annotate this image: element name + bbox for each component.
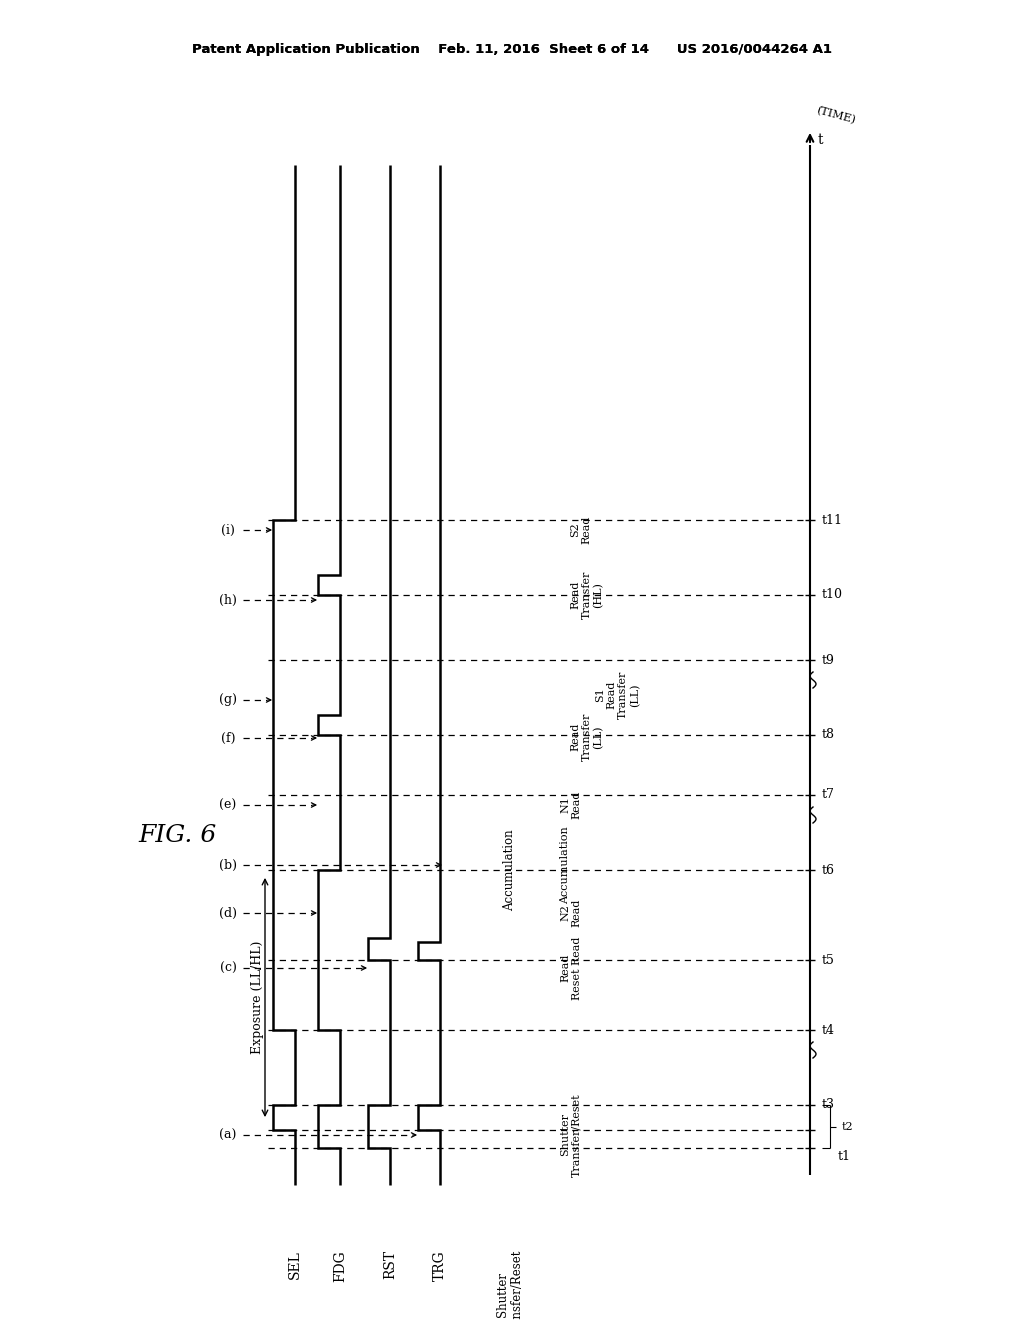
Text: t7: t7 xyxy=(822,788,835,801)
Text: FDG: FDG xyxy=(333,1250,347,1282)
Text: Read
Transfer
(HL): Read Transfer (HL) xyxy=(570,570,603,619)
Text: (a): (a) xyxy=(219,1129,237,1142)
Text: Accumulation: Accumulation xyxy=(560,826,570,904)
Text: t: t xyxy=(818,133,823,147)
Text: Shutter
Transfer/Reset: Shutter Transfer/Reset xyxy=(560,1093,582,1177)
Text: S2
Read: S2 Read xyxy=(570,516,592,544)
Text: (g): (g) xyxy=(219,693,237,706)
Text: RST: RST xyxy=(383,1250,397,1279)
Text: Read
Reset Read: Read Reset Read xyxy=(560,936,582,999)
Text: t4: t4 xyxy=(822,1023,835,1036)
Text: t10: t10 xyxy=(822,589,843,602)
Text: TRG: TRG xyxy=(433,1250,447,1280)
Text: t8: t8 xyxy=(822,729,835,742)
Text: (d): (d) xyxy=(219,907,237,920)
Text: (b): (b) xyxy=(219,858,237,871)
Text: Patent Application Publication    Feb. 11, 2016  Sheet 6 of 14      US 2016/0044: Patent Application Publication Feb. 11, … xyxy=(193,44,831,57)
Text: Read
Transfer
(LL): Read Transfer (LL) xyxy=(570,713,603,762)
Text: Shutter
Transfer/Reset: Shutter Transfer/Reset xyxy=(496,1250,524,1320)
Text: t3: t3 xyxy=(822,1098,835,1111)
Text: (e): (e) xyxy=(219,799,237,812)
Text: t5: t5 xyxy=(822,953,835,966)
Text: FIG. 6: FIG. 6 xyxy=(139,824,217,846)
Text: N2
Read: N2 Read xyxy=(560,899,582,927)
Text: (TIME): (TIME) xyxy=(815,104,856,125)
Text: t2: t2 xyxy=(842,1122,854,1131)
Text: Exposure (LL/HL): Exposure (LL/HL) xyxy=(251,941,263,1055)
Text: SEL: SEL xyxy=(288,1250,302,1279)
Text: t9: t9 xyxy=(822,653,835,667)
Text: N1
Read: N1 Read xyxy=(560,791,582,820)
Text: Accumulation: Accumulation xyxy=(504,829,516,911)
Text: (c): (c) xyxy=(219,961,237,974)
Text: (i): (i) xyxy=(221,524,234,536)
Text: (h): (h) xyxy=(219,594,237,606)
Text: (f): (f) xyxy=(221,731,236,744)
Text: Patent Application Publication    Feb. 11, 2016  Sheet 6 of 14      US 2016/0044: Patent Application Publication Feb. 11, … xyxy=(193,44,831,57)
Text: S1
Read
Transfer
(LL): S1 Read Transfer (LL) xyxy=(595,671,640,719)
Text: t1: t1 xyxy=(838,1150,851,1163)
Text: t11: t11 xyxy=(822,513,843,527)
Text: t6: t6 xyxy=(822,863,835,876)
